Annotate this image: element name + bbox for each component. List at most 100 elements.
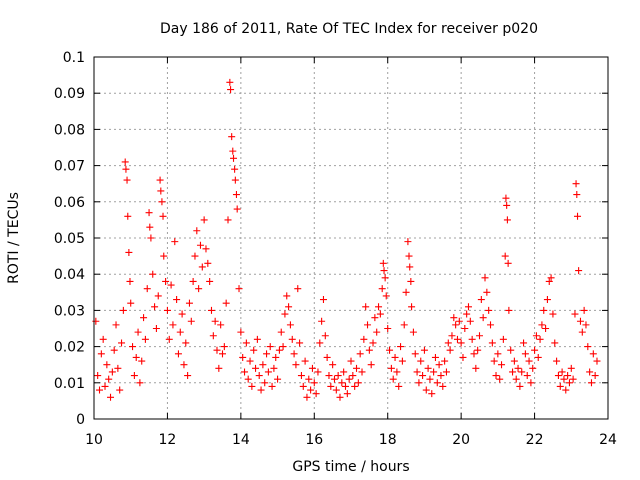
- data-point: [187, 317, 195, 325]
- data-point: [381, 274, 389, 282]
- y-tick-label: 0.06: [54, 195, 85, 211]
- data-point: [176, 328, 184, 336]
- data-point: [250, 346, 258, 354]
- data-point: [389, 375, 397, 383]
- data-point: [476, 332, 483, 340]
- data-point: [402, 288, 410, 296]
- data-point: [255, 372, 263, 380]
- data-point: [230, 154, 238, 162]
- data-point: [386, 346, 394, 354]
- data-point: [556, 382, 564, 390]
- data-point: [285, 303, 293, 311]
- data-point: [198, 263, 206, 271]
- data-point: [146, 223, 154, 231]
- data-point: [165, 335, 173, 343]
- data-point: [213, 346, 221, 354]
- data-point: [470, 350, 478, 358]
- data-point: [487, 321, 495, 329]
- data-point: [501, 252, 509, 260]
- x-tick-label: 14: [232, 432, 250, 448]
- y-tick-label: 0.08: [54, 122, 85, 138]
- data-point: [409, 328, 417, 336]
- data-point: [518, 368, 526, 376]
- data-point: [336, 393, 344, 401]
- data-point: [523, 372, 531, 380]
- data-point: [341, 382, 349, 390]
- data-point: [125, 248, 133, 256]
- data-point: [562, 386, 570, 394]
- data-point: [321, 332, 329, 340]
- data-point: [498, 361, 506, 369]
- data-point: [529, 364, 537, 372]
- data-point: [527, 379, 535, 387]
- data-point: [481, 274, 489, 282]
- data-point: [468, 335, 476, 343]
- y-tick-label: 0.01: [54, 376, 85, 392]
- data-point: [398, 357, 406, 365]
- data-point: [121, 158, 129, 166]
- data-point: [542, 325, 550, 332]
- data-point: [167, 281, 175, 289]
- data-point: [244, 375, 252, 383]
- data-point: [358, 368, 366, 376]
- data-point: [224, 216, 232, 224]
- data-point: [395, 382, 403, 390]
- data-point: [347, 357, 355, 365]
- data-point: [504, 259, 512, 267]
- data-point: [211, 317, 219, 325]
- data-point: [378, 285, 386, 293]
- data-point: [551, 339, 559, 347]
- data-point: [444, 339, 452, 347]
- data-point: [393, 368, 401, 376]
- data-point: [567, 364, 575, 372]
- data-point: [292, 361, 300, 369]
- data-point: [312, 390, 320, 398]
- data-point: [411, 350, 419, 358]
- data-point: [437, 372, 445, 380]
- x-tick-label: 22: [526, 432, 544, 448]
- data-point: [185, 299, 193, 307]
- data-point: [124, 212, 132, 220]
- x-tick-label: 18: [379, 432, 397, 448]
- data-point: [503, 216, 511, 224]
- data-point: [237, 328, 245, 336]
- data-point: [138, 357, 146, 365]
- data-point: [122, 165, 130, 173]
- data-point: [279, 343, 287, 351]
- data-point: [156, 176, 164, 184]
- data-point: [387, 364, 395, 372]
- chart-title: Day 186 of 2011, Rate Of TEC Index for r…: [160, 21, 538, 37]
- data-point: [531, 346, 539, 354]
- data-point: [502, 194, 510, 202]
- data-point: [554, 372, 562, 380]
- data-point: [446, 346, 454, 354]
- data-point: [147, 234, 155, 242]
- data-point: [229, 147, 237, 155]
- data-point: [129, 343, 137, 351]
- data-point: [586, 368, 594, 376]
- data-point: [426, 375, 434, 383]
- data-point: [310, 379, 318, 387]
- data-point: [319, 296, 327, 304]
- data-point: [227, 86, 235, 94]
- data-point: [360, 335, 368, 343]
- data-point: [107, 393, 115, 401]
- data-point: [163, 306, 171, 314]
- data-point: [261, 379, 269, 387]
- data-point: [406, 263, 414, 271]
- data-point: [553, 357, 561, 365]
- data-point: [521, 350, 529, 358]
- data-point: [382, 292, 390, 300]
- data-point: [232, 191, 240, 199]
- data-point: [558, 368, 566, 376]
- data-point: [422, 386, 430, 394]
- data-point: [268, 382, 276, 390]
- data-point: [461, 325, 469, 332]
- data-point: [351, 382, 359, 390]
- data-point: [231, 176, 239, 184]
- data-point: [307, 386, 315, 394]
- data-point: [334, 372, 342, 380]
- data-point: [303, 393, 311, 401]
- data-point: [202, 245, 210, 253]
